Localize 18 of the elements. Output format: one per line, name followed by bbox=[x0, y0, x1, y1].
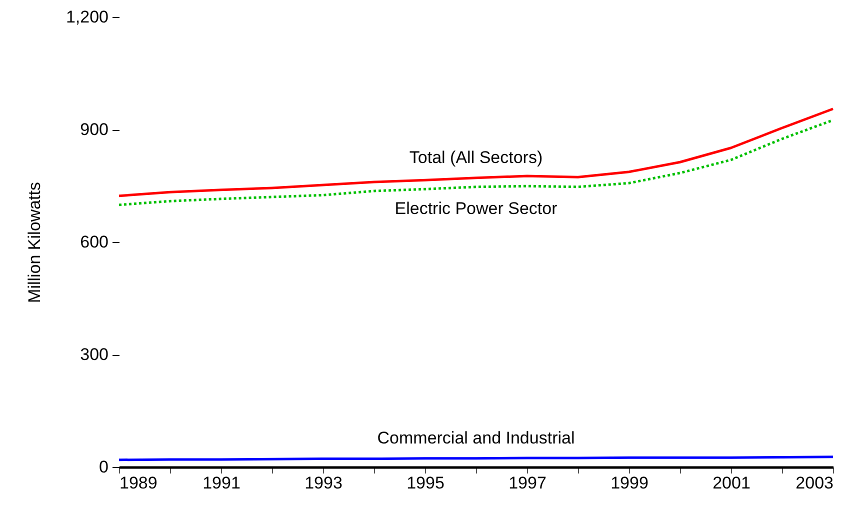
y-axis-title: Million Kilowatts bbox=[24, 182, 44, 303]
line-series bbox=[118, 108, 834, 198]
y-tick-label: 300 bbox=[80, 345, 108, 364]
x-tick-label: 1995 bbox=[406, 474, 444, 492]
x-tick-label: 1993 bbox=[304, 474, 342, 492]
x-tick-label: 2003 bbox=[796, 474, 834, 492]
y-tick-label: 0 bbox=[99, 458, 108, 476]
y-tick-label: 600 bbox=[80, 232, 108, 252]
x-tick-label: 1997 bbox=[508, 474, 546, 492]
y-tick-label: 1,200 bbox=[66, 8, 108, 26]
x-tick-label: 1989 bbox=[120, 474, 158, 492]
series-label: Electric Power Sector bbox=[394, 198, 558, 218]
series-label: Total (All Sectors) bbox=[409, 148, 543, 167]
y-tick-label: 900 bbox=[80, 120, 108, 139]
x-tick-label: 1991 bbox=[202, 474, 240, 492]
series-label: Commercial and Industrial bbox=[377, 428, 575, 448]
x-tick-label: 1999 bbox=[610, 474, 648, 492]
x-tick-label: 2001 bbox=[712, 474, 750, 492]
